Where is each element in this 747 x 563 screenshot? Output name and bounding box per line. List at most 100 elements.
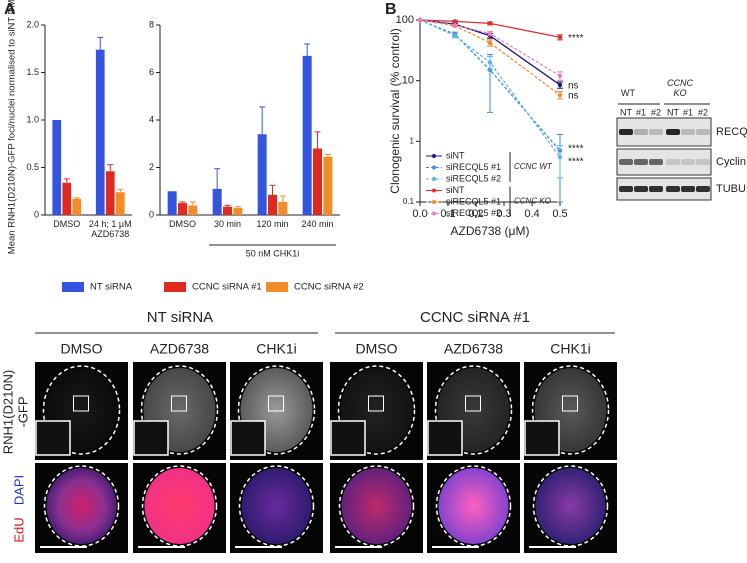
- data-point: [557, 73, 563, 79]
- y-tick-label: 0.5: [26, 162, 39, 172]
- data-point: [487, 40, 493, 46]
- error-bar: [179, 201, 186, 204]
- data-point: [487, 21, 493, 26]
- significance: ns: [568, 91, 579, 102]
- y-tick-label: 8: [149, 19, 154, 29]
- roi-box: [368, 395, 384, 412]
- blot-band: [681, 186, 695, 192]
- blot-band: [666, 129, 680, 135]
- nucleus-outline: [338, 465, 415, 547]
- lane-label: NT: [620, 107, 632, 117]
- legend-label: CCNC siRNA #1: [192, 282, 262, 293]
- inset: [35, 420, 71, 456]
- x-tick-label: 0.1: [440, 208, 455, 220]
- data-point: [417, 17, 423, 23]
- error-bar: [63, 178, 70, 183]
- blot-band: [696, 129, 710, 135]
- error-bar: [324, 153, 331, 157]
- treatment-label: CHK1i: [256, 341, 296, 357]
- error-bar: [73, 197, 80, 199]
- bar: [223, 206, 232, 215]
- legend-group: CCNC WT: [514, 162, 553, 171]
- nucleus-signal: [241, 468, 312, 544]
- error-bar: [259, 106, 266, 135]
- nucleus-signal: [46, 468, 117, 544]
- row-label: -GFP: [15, 396, 30, 427]
- treatment-label: DMSO: [61, 341, 103, 357]
- y-tick-label: 1.5: [26, 67, 39, 77]
- blot-group-box: WT: [621, 88, 635, 98]
- lane-label: #2: [651, 107, 661, 117]
- data-point: [557, 35, 563, 40]
- blot-band: [681, 129, 695, 135]
- y-tick-label: 4: [149, 114, 154, 124]
- bar: [95, 49, 105, 216]
- error-bar: [234, 206, 241, 208]
- lane-label: #2: [698, 107, 708, 117]
- bar: [62, 182, 72, 215]
- x-tick-label-box: 30 min: [214, 219, 241, 229]
- significance: ****: [568, 143, 584, 154]
- y-tick-label: 6: [149, 67, 154, 77]
- legend-label: siNT: [446, 150, 465, 160]
- blot-band: [666, 186, 680, 192]
- nucleus-outline: [42, 365, 121, 455]
- inset: [230, 420, 266, 456]
- blot-band: [681, 159, 695, 165]
- treatment-label: AZD6738: [150, 341, 209, 357]
- blot-band: [696, 159, 710, 165]
- nucleus-outline: [337, 365, 416, 455]
- blot-band: [634, 159, 648, 165]
- treatment-label: CHK1i: [550, 341, 590, 357]
- legend-swatch: [266, 282, 288, 292]
- y-tick-label: 2: [149, 162, 154, 172]
- bar: [268, 194, 277, 215]
- series-line: [419, 19, 561, 38]
- y-tick-label: 100: [396, 14, 414, 26]
- x-tick-label: 0.5: [552, 208, 567, 220]
- stain-label: EdU: [11, 517, 26, 542]
- error-bar: [189, 201, 196, 206]
- error-bar: [314, 131, 321, 149]
- treatment-label: AZD6738: [444, 341, 503, 357]
- roi-box: [465, 395, 481, 412]
- legend-marker: [432, 154, 436, 158]
- nucleus-signal: [535, 468, 606, 544]
- nucleus-signal: [438, 468, 509, 544]
- series-line: [419, 19, 561, 158]
- protein-label: TUBULIN: [716, 183, 747, 195]
- legend-label: NT siRNA: [90, 282, 133, 293]
- nucleus-outline: [434, 365, 513, 455]
- y-tick-label: 10: [402, 75, 414, 87]
- stain-label: DAPI: [11, 475, 26, 505]
- lane-label: #1: [683, 107, 693, 117]
- condition-label: NT siRNA: [147, 309, 213, 326]
- panel-label: B: [385, 1, 397, 18]
- bar: [313, 148, 322, 215]
- legend-group: CCNC KO: [514, 197, 551, 206]
- treatment-label: DMSO: [356, 341, 398, 357]
- y-tick-label: 2.0: [26, 19, 39, 29]
- error-bar: [214, 168, 221, 189]
- data-point: [557, 82, 563, 88]
- lane-label: NT: [667, 107, 679, 117]
- blot-band: [619, 186, 633, 192]
- nucleus-outline: [435, 465, 512, 547]
- nucleus-signal: [144, 468, 215, 544]
- protein-label: RECQL5: [716, 126, 747, 138]
- data-point: [487, 60, 493, 65]
- roi-box: [171, 395, 187, 412]
- blot-band: [634, 186, 648, 192]
- nucleus-outline: [43, 465, 120, 547]
- significance: ****: [568, 33, 584, 44]
- significance: ns: [568, 81, 579, 92]
- y-tick-label: 1: [410, 136, 415, 145]
- legend-label: siRECQL5 #1: [446, 196, 501, 206]
- blot-band: [619, 129, 633, 135]
- blot-band: [649, 129, 663, 135]
- legend-label: siRECQL5 #2: [446, 208, 501, 218]
- x-axis-label: AZD6738 (μM): [451, 224, 530, 238]
- row-label: RNH1(D210N): [0, 370, 15, 455]
- data-point: [452, 33, 458, 38]
